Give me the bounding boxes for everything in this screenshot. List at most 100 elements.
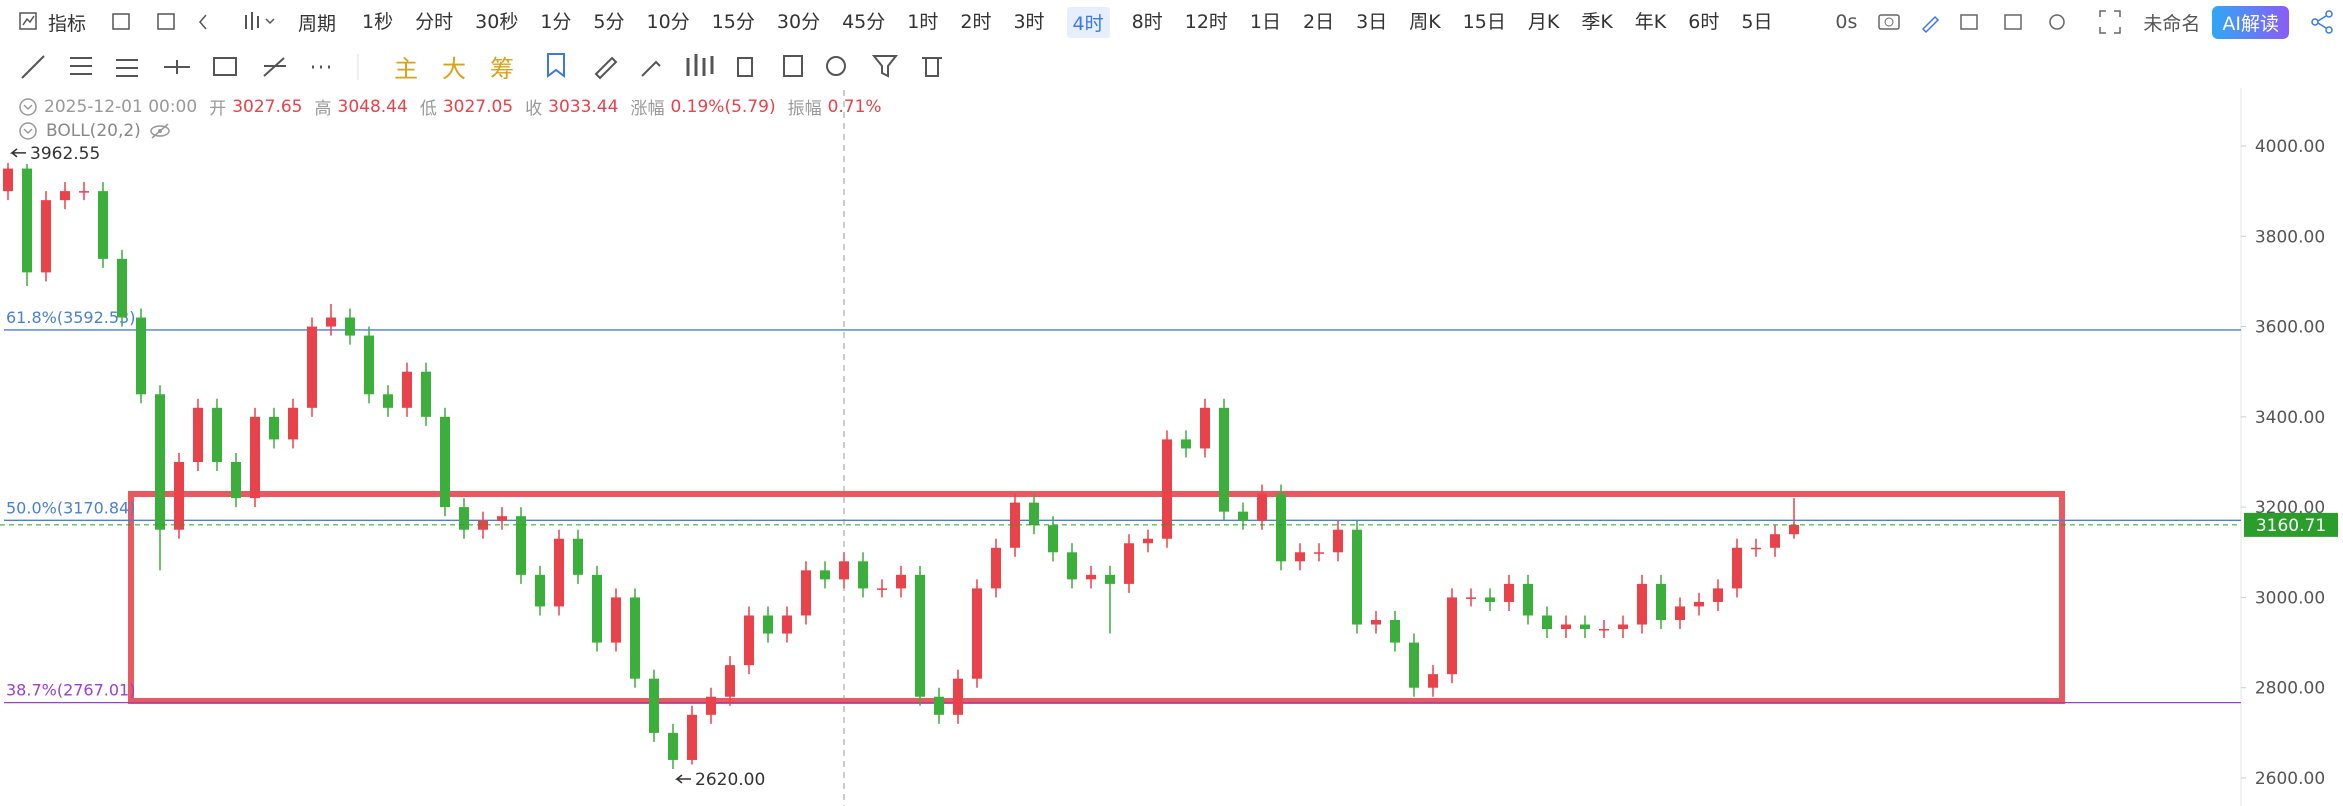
candle-body [934, 696, 944, 715]
candle-body [1428, 674, 1438, 688]
candle-body [478, 520, 488, 530]
extreme-label: 2620.00 [695, 770, 765, 790]
candle-body [1314, 552, 1324, 554]
candle-body [288, 407, 298, 440]
period-option[interactable]: 5分 [593, 10, 625, 33]
drawing-icons[interactable] [18, 48, 378, 84]
period-option[interactable]: 15日 [1462, 10, 1506, 33]
period-option[interactable]: 1时 [907, 10, 939, 33]
indicator-button[interactable]: 指标 [48, 12, 87, 35]
candle-body [630, 597, 640, 679]
period-option[interactable]: 3时 [1013, 10, 1045, 33]
period-option[interactable]: 4时 [1066, 6, 1110, 38]
candle-body [1371, 620, 1381, 625]
candle-body [1238, 511, 1248, 521]
field-value: 3027.65 [232, 96, 303, 117]
period-option[interactable]: 2日 [1303, 10, 1335, 33]
period-button[interactable]: 周期 [298, 12, 337, 35]
period-option[interactable]: 分时 [415, 10, 454, 33]
candle-body [1333, 529, 1343, 553]
chip-tool[interactable]: 大 [442, 54, 466, 83]
period-option[interactable]: 季K [1581, 10, 1613, 33]
layout-name[interactable]: 未命名 [2143, 12, 2201, 35]
candle-body [725, 665, 735, 697]
collapse-icon[interactable] [18, 97, 38, 117]
candle-body [1295, 552, 1305, 562]
period-option[interactable]: 月K [1527, 10, 1560, 33]
candle-body [193, 407, 203, 462]
candle-body [1485, 597, 1495, 602]
y-tick-label: 3600.00 [2255, 318, 2325, 338]
fib-label: 61.8%(3592.53) [6, 308, 135, 327]
ai-button[interactable]: AI解读 [2212, 5, 2289, 39]
candle-body [1732, 547, 1742, 589]
indicator-icon[interactable] [18, 7, 88, 37]
more-icons[interactable] [538, 48, 1098, 84]
candle-body [1162, 439, 1172, 539]
period-option[interactable]: 10分 [646, 10, 690, 33]
chart-icons[interactable] [108, 7, 298, 37]
period-option[interactable]: 5日 [1741, 10, 1773, 33]
ohlc-info: 2025-12-01 00:00 开 3027.65 高 3048.44 低 3027.0… [18, 94, 888, 119]
field-value: 3027.05 [442, 96, 514, 117]
candle-body [858, 561, 868, 589]
drawing-toolbar: 主大筹 [0, 46, 2343, 86]
collapse-icon[interactable] [18, 121, 38, 141]
candle-body [687, 714, 697, 760]
candle-body [3, 168, 13, 192]
candle-body [1276, 493, 1286, 562]
period-option[interactable]: 45分 [842, 10, 886, 33]
field-label: 振幅 [787, 99, 822, 119]
right-icons[interactable] [1877, 7, 2077, 37]
candle-body [60, 191, 70, 201]
period-option[interactable]: 1日 [1249, 10, 1282, 33]
candle-body [554, 538, 564, 607]
period-option[interactable]: 3日 [1356, 10, 1388, 33]
period-option[interactable]: 30秒 [475, 10, 519, 33]
candle-body [155, 394, 165, 530]
y-tick-label: 2600.00 [2255, 769, 2325, 789]
period-option[interactable]: 6时 [1688, 10, 1720, 33]
period-option[interactable]: 15分 [711, 10, 755, 33]
candle-body [1447, 597, 1457, 675]
period-option[interactable]: 30分 [776, 10, 821, 33]
chip-tool[interactable]: 筹 [490, 54, 514, 83]
candle-body [1751, 547, 1761, 550]
visibility-icon[interactable] [149, 121, 171, 141]
candle-body [79, 191, 89, 193]
period-option[interactable]: 周K [1409, 10, 1441, 33]
field-value: 0.71% [827, 96, 882, 117]
drawn-box [128, 491, 2065, 704]
candle-body [383, 394, 393, 408]
candle-body [763, 615, 773, 634]
candle-body [1390, 620, 1400, 643]
period-option[interactable]: 1分 [540, 10, 572, 33]
candle-body [592, 574, 602, 643]
candle-body [1656, 583, 1666, 621]
candle-body [212, 407, 222, 462]
candle-body [1694, 601, 1704, 607]
period-option[interactable]: 年K [1634, 10, 1667, 33]
candle-body [915, 574, 925, 697]
datetime: 2025-12-01 00:00 [44, 96, 198, 117]
period-option[interactable]: 12时 [1184, 10, 1228, 33]
candle-body [1618, 624, 1628, 630]
candle-body [22, 168, 32, 273]
share-icon[interactable] [2309, 7, 2335, 37]
period-option[interactable]: 2时 [960, 10, 992, 33]
chip-tool[interactable]: 主 [394, 54, 418, 83]
candle-body [611, 597, 621, 643]
candle-body [744, 615, 754, 666]
right-toolbar: 0s 未命名 AI解读 [1835, 0, 2335, 44]
candle-body [1257, 493, 1267, 521]
period-option[interactable]: 1秒 [362, 10, 394, 33]
candle-body [136, 317, 146, 395]
candle-body [1105, 574, 1115, 584]
fib-label: 38.7%(2767.01) [6, 681, 135, 700]
period-option[interactable]: 8时 [1131, 10, 1163, 33]
candle-body [1352, 529, 1362, 625]
fullscreen-icon[interactable] [2097, 7, 2123, 37]
y-tick-label: 4000.00 [2255, 137, 2325, 157]
candle-body [326, 317, 336, 327]
candle-body [440, 416, 450, 508]
